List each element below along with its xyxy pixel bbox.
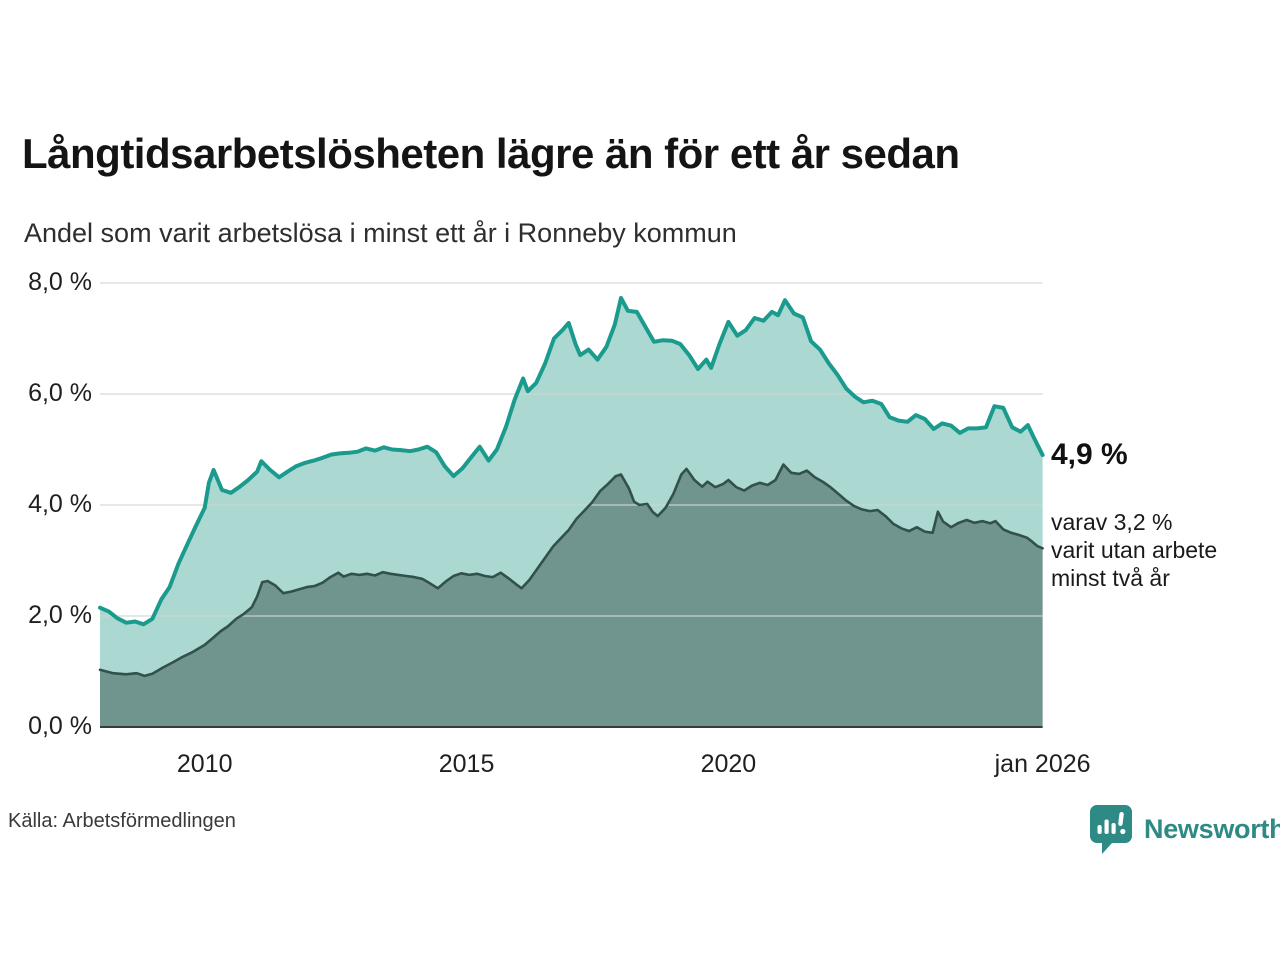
chart-subtitle: Andel som varit arbetslösa i minst ett å…: [24, 218, 737, 248]
y-tick-label-2: 2,0 %: [28, 600, 92, 629]
series-line-minst-tva-ar: [98, 463, 1044, 678]
y-tick-label-6: 6,0 %: [28, 378, 92, 407]
series-lines: [98, 296, 1045, 678]
secondary-annotation-line2: varit utan arbete: [1051, 537, 1218, 563]
brand-lockup: Newsworthy: [1088, 803, 1280, 855]
x-tick-label-2010: 2010: [176, 750, 233, 778]
area-fills: [100, 298, 1043, 727]
series-area-minst-tva-ar: [100, 464, 1043, 727]
secondary-annotation-line1: varav 3,2 %: [1051, 509, 1173, 535]
x-tick-label-2020: 2020: [700, 750, 757, 778]
y-tick-label-8: 8,0 %: [28, 267, 92, 296]
y-tick-label-0: 0,0 %: [28, 711, 92, 740]
gridlines: [100, 282, 1043, 617]
secondary-annotation-line3: minst två år: [1051, 565, 1170, 591]
x-tick-label-2015: 2015: [438, 750, 495, 778]
source-attribution: Källa: Arbetsförmedlingen: [8, 810, 236, 832]
chart-title: Långtidsarbetslösheten lägre än för ett …: [22, 130, 960, 177]
y-tick-label-4: 4,0 %: [28, 489, 92, 518]
x-tick-label-2026: jan 2026: [994, 750, 1091, 778]
secondary-annotation: varav 3,2 % varit utan arbete minst två …: [1051, 508, 1217, 592]
newsworthy-logo-icon: [1090, 805, 1132, 854]
series-line-minst-ett-ar: [98, 296, 1045, 627]
latest-value-label: 4,9 %: [1051, 438, 1128, 471]
brand-name: Newsworthy: [1144, 813, 1280, 844]
